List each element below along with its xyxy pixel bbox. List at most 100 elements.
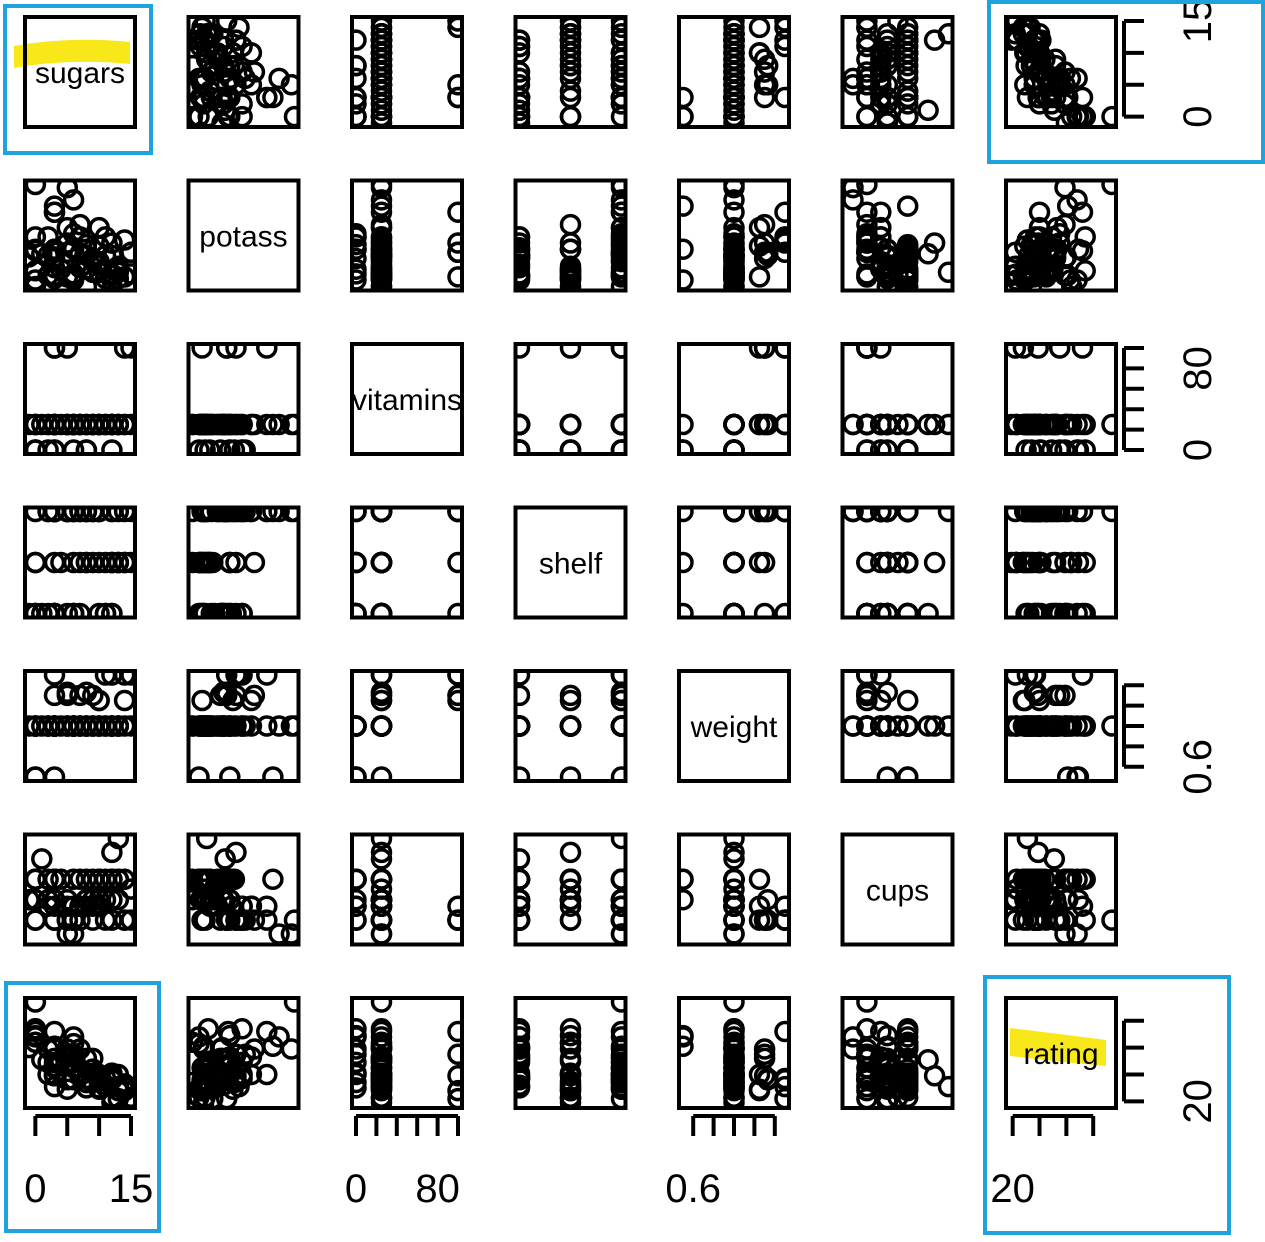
data-point — [515, 909, 531, 931]
panel-frame — [513, 996, 628, 1110]
data-point — [1044, 413, 1067, 436]
data-point — [1023, 909, 1045, 931]
panel-frame — [513, 342, 628, 456]
data-point — [559, 266, 582, 288]
data-point — [876, 439, 899, 454]
data-point — [748, 344, 771, 359]
data-point — [723, 1035, 745, 1058]
data-point — [559, 1063, 582, 1086]
data-point — [610, 715, 626, 737]
data-point — [75, 888, 98, 911]
data-point — [774, 1020, 789, 1043]
data-point — [559, 841, 582, 864]
data-point — [856, 507, 878, 523]
panel-cups-vs-shelf — [515, 834, 626, 945]
data-point — [225, 684, 247, 707]
data-point — [610, 766, 626, 781]
highlight-marker-rating — [1010, 1028, 1106, 1066]
data-point — [199, 551, 221, 574]
panel-frame — [186, 15, 301, 129]
panel-frame — [23, 996, 137, 1110]
data-point — [1040, 439, 1063, 454]
data-point — [515, 671, 531, 686]
data-point — [896, 766, 919, 781]
data-point — [370, 715, 393, 737]
data-point — [447, 86, 462, 109]
data-point — [107, 888, 130, 911]
data-point — [43, 715, 66, 737]
data-point — [515, 895, 531, 917]
y-tick-label-sugars: 0 — [1176, 106, 1220, 128]
data-point — [225, 507, 247, 523]
data-point — [896, 413, 919, 436]
data-point — [225, 909, 247, 931]
data-point — [887, 17, 909, 32]
data-point — [370, 232, 393, 254]
data-point — [723, 180, 745, 196]
data-point — [610, 1035, 626, 1058]
data-point — [215, 507, 238, 523]
panel-frame — [513, 832, 628, 947]
data-point — [370, 42, 393, 64]
data-point — [723, 909, 745, 931]
data-point — [447, 551, 462, 574]
data-point — [25, 1036, 40, 1059]
diagonal-panel-weight — [677, 669, 791, 783]
data-point — [1056, 507, 1079, 523]
data-point — [610, 684, 626, 707]
data-point — [1071, 413, 1094, 436]
data-point — [1028, 551, 1051, 574]
highlight-marker-sugars — [14, 39, 130, 68]
data-point — [515, 684, 531, 707]
data-point — [515, 112, 531, 127]
data-point — [870, 48, 892, 71]
panel-frame — [840, 15, 955, 129]
data-point — [876, 766, 899, 781]
data-point — [610, 413, 626, 436]
data-point — [723, 29, 745, 51]
data-point — [1101, 413, 1116, 436]
data-point — [1027, 247, 1049, 270]
data-point — [896, 439, 919, 454]
data-point — [1074, 439, 1096, 454]
data-point — [43, 551, 66, 574]
panel-cups-vs-weight — [679, 834, 789, 945]
data-point — [774, 602, 789, 618]
panel-rating-vs-cups — [842, 998, 953, 1108]
data-point — [352, 868, 367, 891]
data-point — [559, 232, 582, 254]
diagonal-panel-cups — [840, 832, 955, 947]
data-point — [559, 54, 582, 77]
data-point — [352, 86, 367, 109]
panel-frame — [840, 505, 955, 620]
panel-frame — [1004, 178, 1118, 293]
data-point — [225, 551, 247, 574]
data-point — [896, 238, 919, 260]
panel-shelf-vs-sugars — [25, 507, 135, 618]
data-point — [876, 264, 899, 287]
data-point — [559, 868, 582, 891]
data-point — [896, 1078, 919, 1100]
data-point — [723, 888, 745, 911]
data-point — [856, 29, 878, 51]
data-point — [225, 29, 247, 51]
data-point — [1048, 909, 1071, 931]
data-point — [723, 551, 745, 574]
data-point — [774, 241, 789, 264]
data-point — [856, 439, 878, 454]
data-point — [870, 507, 892, 523]
data-point — [94, 868, 117, 891]
data-point — [256, 507, 278, 523]
data-point — [1022, 551, 1044, 574]
data-point — [1044, 551, 1067, 574]
data-point — [25, 868, 47, 891]
data-point — [1074, 909, 1096, 931]
data-point — [219, 868, 241, 891]
highlight-box-rating — [983, 975, 1231, 1235]
data-point — [748, 266, 771, 288]
data-point — [199, 715, 221, 737]
panel-frame — [513, 669, 628, 783]
data-point — [43, 602, 66, 618]
data-point — [69, 684, 91, 707]
data-point — [774, 1087, 789, 1108]
